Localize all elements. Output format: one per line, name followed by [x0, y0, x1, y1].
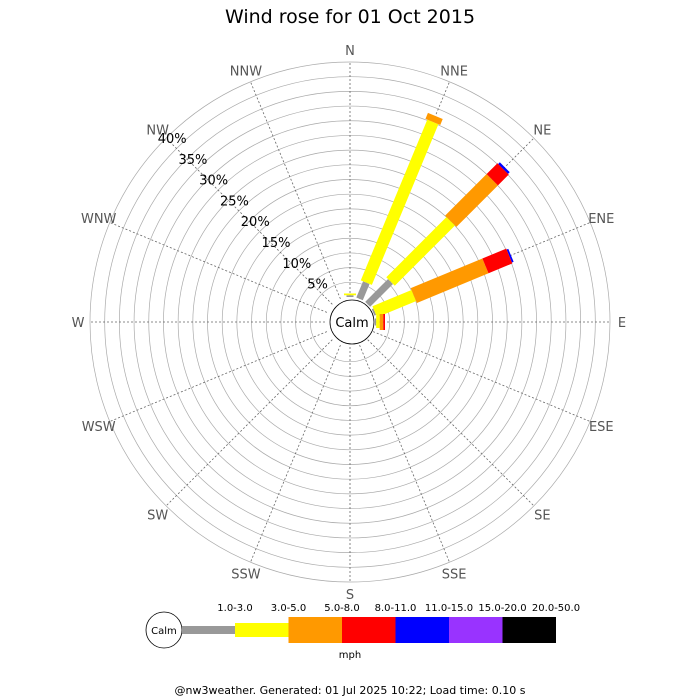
- bar-ene-1.0-3.0: [371, 308, 377, 316]
- percent-label-30: 30%: [199, 174, 228, 189]
- legend-swatch-5.0-8.0: [288, 617, 342, 643]
- direction-label-ese: ESE: [589, 420, 614, 435]
- calm-label: Calm: [335, 316, 368, 331]
- direction-label-sw: SW: [147, 508, 168, 523]
- spoke-sw: [165, 339, 333, 507]
- bar-ne-11.0-15.0: [498, 162, 510, 174]
- calm-circle: Calm: [329, 299, 375, 345]
- legend-swatch-11.0-15.0: [395, 617, 449, 643]
- bar-ene-8.0-11.0: [482, 248, 513, 274]
- percent-label-15: 15%: [262, 236, 291, 251]
- bar-nne-5.0-8.0: [425, 112, 443, 126]
- wind-bars: [344, 112, 514, 330]
- legend-label-1.0-3.0: 1.0-3.0: [217, 603, 252, 614]
- spoke-se: [367, 339, 535, 507]
- direction-label-wnw: WNW: [81, 212, 117, 227]
- legend-label-11.0-15.0: 11.0-15.0: [425, 603, 473, 614]
- legend-label-3.0-5.0: 3.0-5.0: [271, 603, 306, 614]
- legend-unit: mph: [339, 650, 361, 661]
- legend-swatch-3.0-5.0: [235, 623, 289, 637]
- grid-ring: [265, 237, 435, 407]
- legend-label-5.0-8.0: 5.0-8.0: [324, 603, 359, 614]
- direction-label-se: SE: [534, 508, 550, 523]
- grid-ring: [89, 61, 611, 583]
- legend-swatch-1.0-3.0: [182, 626, 235, 634]
- grid-ring: [133, 105, 567, 539]
- direction-label-e: E: [618, 316, 626, 331]
- bar-nne-1.0-3.0: [356, 281, 370, 301]
- bar-ne-1.0-3.0: [365, 278, 394, 307]
- speed-legend: Calm 1.0-3.0 3.0-5.0 5.0-8.0 8.0-11.0 11.0-1…: [145, 603, 580, 661]
- grid-ring: [177, 149, 523, 495]
- legend-calm-label: Calm: [151, 626, 177, 637]
- legend-label-15.0-20.0: 15.0-20.0: [478, 603, 526, 614]
- legend-swatch-20.0-50.0: [502, 617, 556, 643]
- spoke-ese: [372, 331, 591, 422]
- grid-ring: [221, 193, 479, 451]
- direction-label-nnw: NNW: [230, 65, 262, 80]
- direction-label-n: N: [345, 44, 355, 59]
- spoke-wnw: [109, 222, 328, 313]
- percent-label-20: 20%: [241, 215, 270, 230]
- footer-text: @nw3weather. Generated: 01 Jul 2025 10:2…: [175, 684, 526, 697]
- legend-swatch-15.0-20.0: [449, 617, 503, 643]
- direction-label-w: W: [72, 316, 85, 331]
- direction-label-s: S: [346, 588, 354, 603]
- bar-ene-11.0-15.0: [506, 248, 514, 263]
- percent-label-25: 25%: [220, 194, 249, 209]
- direction-label-nne: NNE: [440, 65, 468, 80]
- spoke-wsw: [109, 331, 328, 422]
- calm-circle-outline: [329, 299, 375, 345]
- legend-label-8.0-11.0: 8.0-11.0: [375, 603, 417, 614]
- percent-label-5: 5%: [307, 278, 328, 293]
- direction-labels: N NNE NE ENE E ESE SE SSE S SSW SW WSW W WNW NW NNW: [72, 44, 627, 603]
- direction-label-ne: NE: [533, 124, 551, 139]
- spoke-ssw: [250, 344, 341, 563]
- direction-label-sse: SSE: [442, 567, 467, 582]
- percent-label-40: 40%: [158, 132, 187, 147]
- direction-label-ssw: SSW: [231, 567, 261, 582]
- bar-ene-5.0-8.0: [410, 258, 489, 303]
- chart-title: Wind rose for 01 Oct 2015: [225, 6, 475, 28]
- spoke-nnw: [250, 81, 341, 300]
- percent-label-10: 10%: [282, 257, 311, 272]
- percent-labels: 5% 10% 15% 20% 25% 30% 35% 40%: [158, 132, 328, 292]
- spoke-nw: [165, 137, 333, 305]
- spoke-sse: [359, 344, 450, 563]
- grid-ring: [309, 281, 391, 363]
- bar-ne-5.0-8.0: [445, 174, 498, 227]
- direction-label-wsw: WSW: [82, 420, 116, 435]
- bar-ne-3.0-5.0: [386, 216, 456, 286]
- direction-label-nw: NW: [146, 124, 169, 139]
- bar-ene-3.0-5.0: [372, 290, 417, 318]
- legend-swatch-8.0-11.0: [342, 617, 396, 643]
- legend-label-20.0-50.0: 20.0-50.0: [532, 603, 580, 614]
- bar-nne-3.0-5.0: [360, 119, 439, 285]
- bar-ne-8.0-11.0: [486, 163, 509, 186]
- direction-label-ene: ENE: [588, 212, 614, 227]
- percent-label-35: 35%: [178, 153, 207, 168]
